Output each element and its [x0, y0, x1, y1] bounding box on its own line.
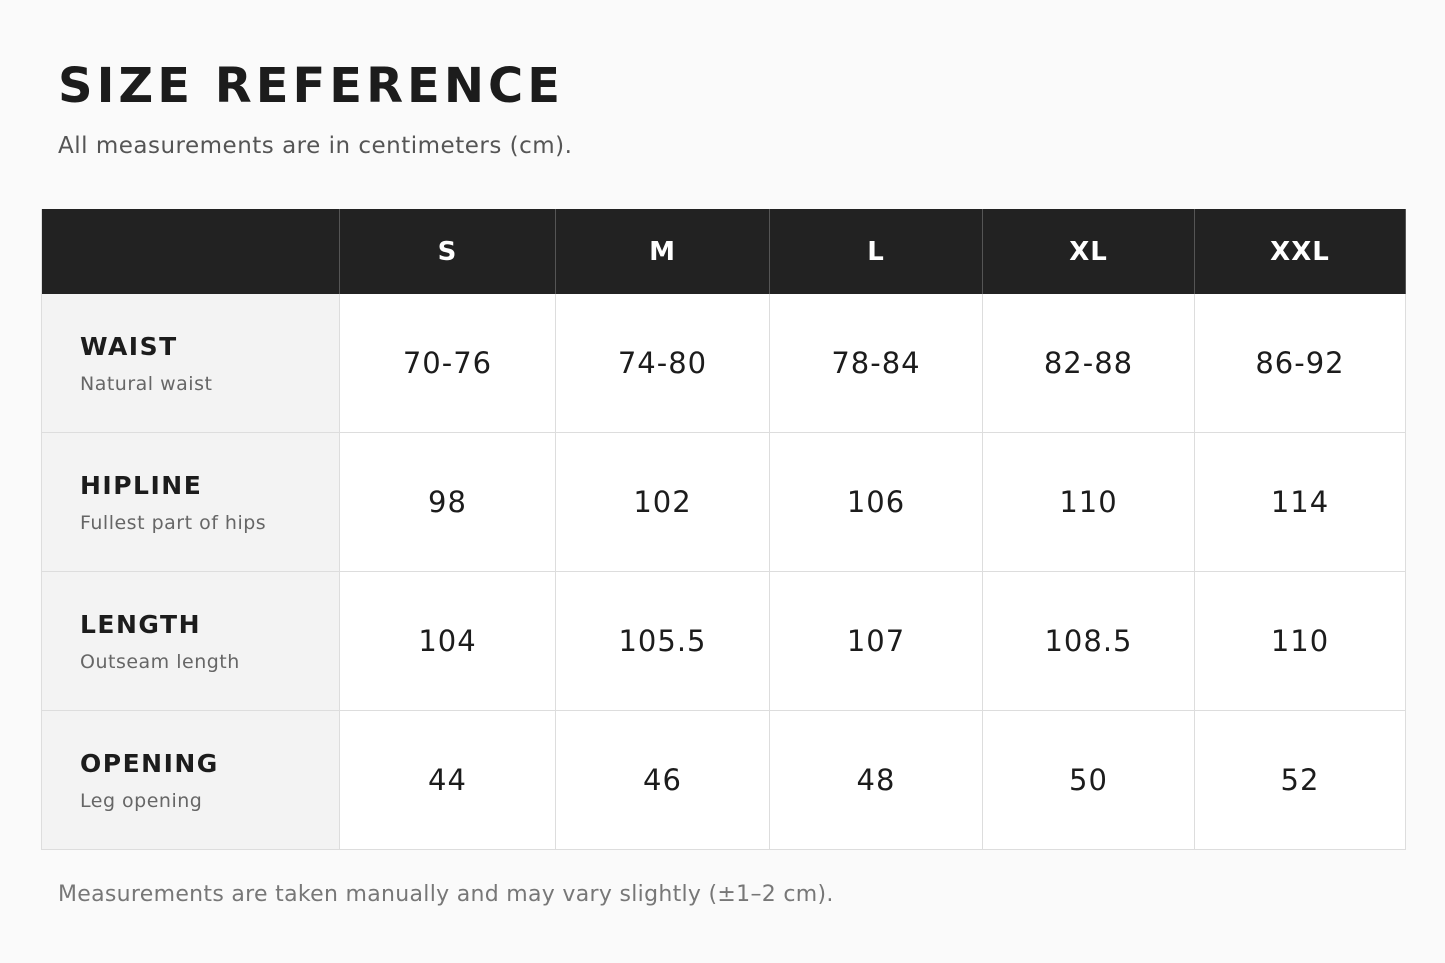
value-cell: 74-80 — [556, 294, 770, 433]
value-cell: 82-88 — [983, 294, 1195, 433]
row-note: Fullest part of hips — [80, 511, 267, 534]
column-header: S — [340, 209, 556, 294]
value-cell: 110 — [983, 433, 1195, 572]
value-cell: 105.5 — [556, 572, 770, 711]
value-cell: 110 — [1195, 572, 1406, 711]
column-header: L — [770, 209, 983, 294]
title: SIZE REFERENCE — [58, 58, 564, 114]
value-cell: 98 — [340, 433, 556, 572]
column-header: M — [556, 209, 770, 294]
row-label: HIPLINE — [80, 470, 203, 500]
value-cell: 46 — [556, 711, 770, 850]
value-cell: 44 — [340, 711, 556, 850]
row-header: LENGTH Outseam length — [42, 572, 340, 711]
row-header: OPENING Leg opening — [42, 711, 340, 850]
value-cell: 108.5 — [983, 572, 1195, 711]
row-note: Leg opening — [80, 789, 203, 812]
row-label: OPENING — [80, 748, 219, 778]
column-header: XL — [983, 209, 1195, 294]
row-header: HIPLINE Fullest part of hips — [42, 433, 340, 572]
row-label: WAIST — [80, 331, 178, 361]
value-cell: 70-76 — [340, 294, 556, 433]
row-label: LENGTH — [80, 609, 201, 639]
corner-cell — [42, 209, 340, 294]
footnote: Measurements are taken manually and may … — [58, 882, 834, 907]
value-cell: 107 — [770, 572, 983, 711]
subtitle: All measurements are in centimeters (cm)… — [58, 133, 573, 159]
row-note: Natural waist — [80, 372, 213, 395]
row-note: Outseam length — [80, 650, 240, 673]
value-cell: 106 — [770, 433, 983, 572]
value-cell: 52 — [1195, 711, 1406, 850]
row-header: WAIST Natural waist — [42, 294, 340, 433]
column-header: XXL — [1195, 209, 1406, 294]
value-cell: 102 — [556, 433, 770, 572]
value-cell: 48 — [770, 711, 983, 850]
value-cell: 78-84 — [770, 294, 983, 433]
value-cell: 50 — [983, 711, 1195, 850]
value-cell: 104 — [340, 572, 556, 711]
size-table: S M L XL XXL WAIST Natural waist 70-76 74-80 78-8… — [41, 209, 1406, 850]
value-cell: 86-92 — [1195, 294, 1406, 433]
value-cell: 114 — [1195, 433, 1406, 572]
